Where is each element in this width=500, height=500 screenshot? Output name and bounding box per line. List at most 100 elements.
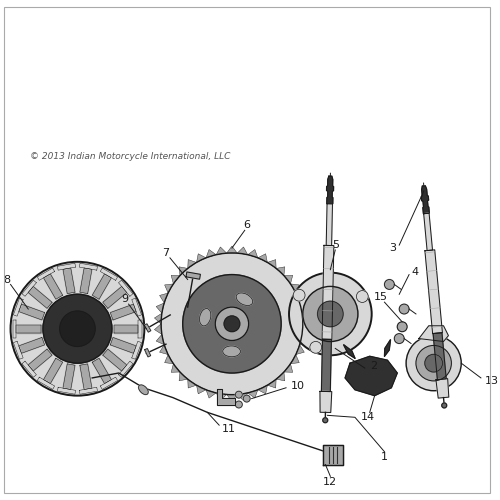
Polygon shape <box>326 176 334 204</box>
Circle shape <box>244 395 250 402</box>
Polygon shape <box>248 250 258 258</box>
Text: 6: 6 <box>243 220 250 230</box>
Polygon shape <box>92 358 112 384</box>
Polygon shape <box>217 388 235 406</box>
Polygon shape <box>44 274 62 299</box>
Polygon shape <box>80 364 92 390</box>
Polygon shape <box>16 325 41 332</box>
Polygon shape <box>103 286 126 308</box>
Text: 12: 12 <box>324 477 338 487</box>
Ellipse shape <box>200 308 211 326</box>
Polygon shape <box>132 342 141 359</box>
Circle shape <box>224 316 240 332</box>
Circle shape <box>384 280 394 289</box>
Polygon shape <box>196 385 206 394</box>
Polygon shape <box>12 320 16 338</box>
Circle shape <box>425 354 442 372</box>
Polygon shape <box>110 338 136 353</box>
Polygon shape <box>44 358 62 384</box>
Polygon shape <box>322 340 332 392</box>
Polygon shape <box>344 344 355 358</box>
Polygon shape <box>186 272 200 279</box>
Polygon shape <box>114 325 138 332</box>
Polygon shape <box>80 263 98 270</box>
Polygon shape <box>144 324 151 332</box>
Polygon shape <box>156 334 164 344</box>
Text: 9: 9 <box>121 294 128 304</box>
Polygon shape <box>19 338 44 353</box>
Text: 11: 11 <box>222 424 236 434</box>
Circle shape <box>323 418 328 422</box>
Polygon shape <box>276 372 285 381</box>
Polygon shape <box>226 246 237 253</box>
Polygon shape <box>110 304 136 320</box>
Polygon shape <box>160 293 168 303</box>
Polygon shape <box>258 385 268 394</box>
Polygon shape <box>38 268 54 280</box>
Polygon shape <box>171 364 180 372</box>
Polygon shape <box>384 340 390 356</box>
Polygon shape <box>276 267 285 276</box>
Polygon shape <box>14 342 23 359</box>
Polygon shape <box>248 390 258 398</box>
Polygon shape <box>22 280 36 296</box>
Polygon shape <box>422 186 430 214</box>
Circle shape <box>442 403 446 408</box>
Text: 10: 10 <box>291 381 305 391</box>
Text: 13: 13 <box>485 376 499 386</box>
Polygon shape <box>284 364 292 372</box>
Circle shape <box>10 262 144 396</box>
Polygon shape <box>436 378 449 398</box>
Polygon shape <box>103 349 126 371</box>
Polygon shape <box>14 298 23 316</box>
Polygon shape <box>38 377 54 390</box>
Circle shape <box>303 286 358 342</box>
Polygon shape <box>28 286 52 308</box>
Polygon shape <box>179 267 188 276</box>
Polygon shape <box>156 303 164 313</box>
Text: 8: 8 <box>3 274 10 284</box>
Circle shape <box>236 401 242 408</box>
Polygon shape <box>300 334 308 344</box>
Polygon shape <box>118 361 133 378</box>
Polygon shape <box>290 354 300 364</box>
Polygon shape <box>268 379 276 388</box>
Circle shape <box>318 301 343 327</box>
Polygon shape <box>302 324 310 334</box>
Text: 15: 15 <box>374 292 388 302</box>
Polygon shape <box>22 361 36 378</box>
Ellipse shape <box>222 346 240 357</box>
Polygon shape <box>216 393 226 400</box>
Polygon shape <box>320 392 332 412</box>
Text: 4: 4 <box>411 266 418 276</box>
Circle shape <box>356 290 368 302</box>
Polygon shape <box>258 254 268 262</box>
Text: 3: 3 <box>390 243 396 253</box>
Text: 1: 1 <box>381 452 388 462</box>
Ellipse shape <box>236 293 252 306</box>
Polygon shape <box>63 268 75 293</box>
Polygon shape <box>160 344 168 354</box>
Text: © 2013 Indian Motorcycle International, LLC: © 2013 Indian Motorcycle International, … <box>30 152 230 161</box>
Polygon shape <box>164 284 173 293</box>
Polygon shape <box>206 250 216 258</box>
Circle shape <box>182 274 281 373</box>
Polygon shape <box>237 393 248 400</box>
Text: 2: 2 <box>370 361 377 371</box>
Ellipse shape <box>138 385 148 394</box>
Polygon shape <box>80 388 98 394</box>
Polygon shape <box>296 293 304 303</box>
Polygon shape <box>424 213 432 250</box>
Circle shape <box>310 342 322 353</box>
Polygon shape <box>19 304 44 320</box>
Polygon shape <box>171 276 180 284</box>
Polygon shape <box>419 326 448 342</box>
Polygon shape <box>118 280 133 296</box>
Polygon shape <box>28 349 52 371</box>
Polygon shape <box>433 332 446 380</box>
Circle shape <box>161 253 303 394</box>
Circle shape <box>43 294 112 363</box>
Circle shape <box>293 290 305 301</box>
Text: 14: 14 <box>360 412 375 422</box>
Polygon shape <box>138 320 142 338</box>
